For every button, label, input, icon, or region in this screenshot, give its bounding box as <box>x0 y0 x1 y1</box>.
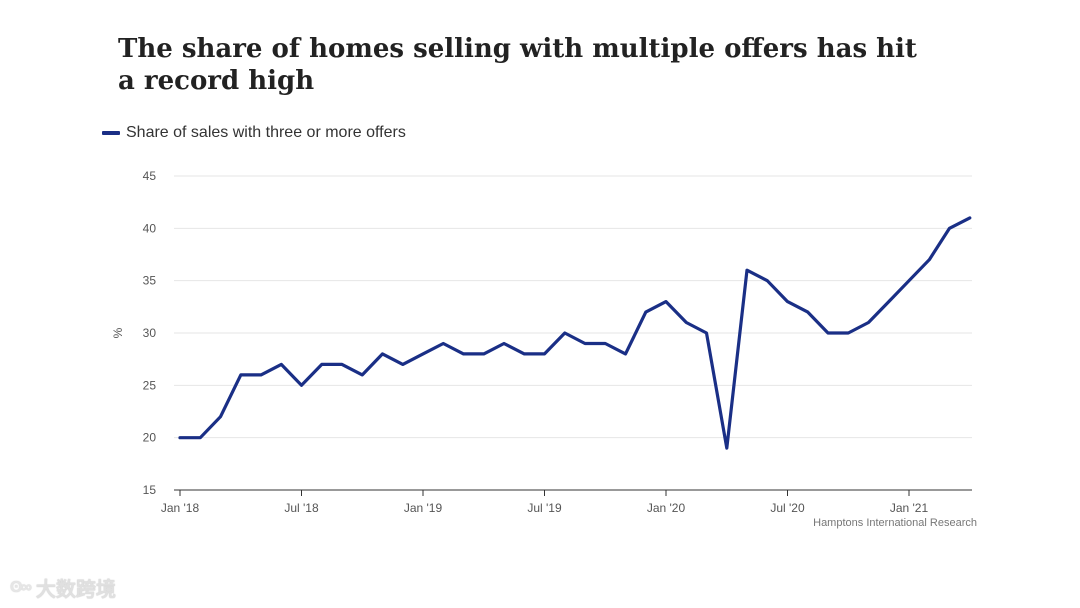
data-point <box>382 353 383 355</box>
y-tick-label: 25 <box>143 378 157 392</box>
data-point <box>908 280 910 282</box>
x-tick-label: Jan '20 <box>647 501 686 515</box>
y-tick-label: 35 <box>143 274 157 288</box>
data-point <box>625 353 626 355</box>
x-tick-label: Jul '19 <box>527 501 562 515</box>
x-tick-label: Jul '18 <box>284 501 319 515</box>
data-point <box>463 353 464 355</box>
data-point <box>179 437 181 439</box>
data-point <box>949 227 950 229</box>
source-note: Hamptons International Research <box>813 517 977 529</box>
chart-legend: Share of sales with three or more offers <box>102 124 406 142</box>
y-tick-label: 30 <box>143 326 157 340</box>
data-point <box>402 363 404 365</box>
x-tick-label: Jan '18 <box>161 501 200 515</box>
legend-swatch <box>102 131 120 135</box>
y-tick-label: 15 <box>143 483 157 497</box>
data-point <box>888 301 890 303</box>
y-tick-label: 40 <box>143 221 157 235</box>
data-point <box>787 301 788 303</box>
data-point <box>280 363 282 365</box>
data-point <box>868 322 869 324</box>
data-point <box>321 363 323 365</box>
data-point <box>726 447 728 449</box>
data-point <box>645 311 647 313</box>
chart-title: The share of homes selling with multiple… <box>118 34 917 96</box>
legend-label: Share of sales with three or more offers <box>126 124 406 141</box>
x-tick-label: Jul '20 <box>770 501 805 515</box>
data-point <box>260 374 262 376</box>
data-point <box>847 332 849 334</box>
watermark: ʘ∞ 大数跨境 <box>10 573 116 602</box>
logo-icon: ʘ∞ <box>10 578 32 596</box>
data-point <box>341 363 343 365</box>
data-point <box>361 374 363 376</box>
data-point <box>240 374 242 376</box>
data-point <box>928 259 930 261</box>
data-point <box>199 437 201 439</box>
data-point <box>503 342 505 344</box>
watermark-text: 大数跨境 <box>35 579 116 601</box>
data-point <box>706 332 707 334</box>
data-point <box>685 322 687 324</box>
data-point <box>969 217 971 219</box>
data-point <box>483 353 485 355</box>
data-point <box>564 332 566 334</box>
data-point <box>746 269 748 271</box>
data-point <box>766 280 768 282</box>
data-point <box>584 342 586 344</box>
data-point <box>523 353 525 355</box>
data-point <box>544 353 545 355</box>
series-line <box>178 216 972 450</box>
data-point <box>604 342 606 344</box>
data-point <box>665 301 667 303</box>
x-tick-label: Jan '19 <box>404 501 443 515</box>
x-tick-label: Jan '21 <box>890 501 929 515</box>
data-point <box>422 353 424 355</box>
data-point <box>807 311 809 313</box>
data-point <box>301 384 302 386</box>
data-point <box>827 332 829 334</box>
data-point <box>220 416 221 418</box>
data-point <box>442 342 444 344</box>
y-tick-label: 45 <box>143 169 157 183</box>
y-tick-label: 20 <box>143 431 157 445</box>
y-axis-label: % <box>111 327 125 338</box>
